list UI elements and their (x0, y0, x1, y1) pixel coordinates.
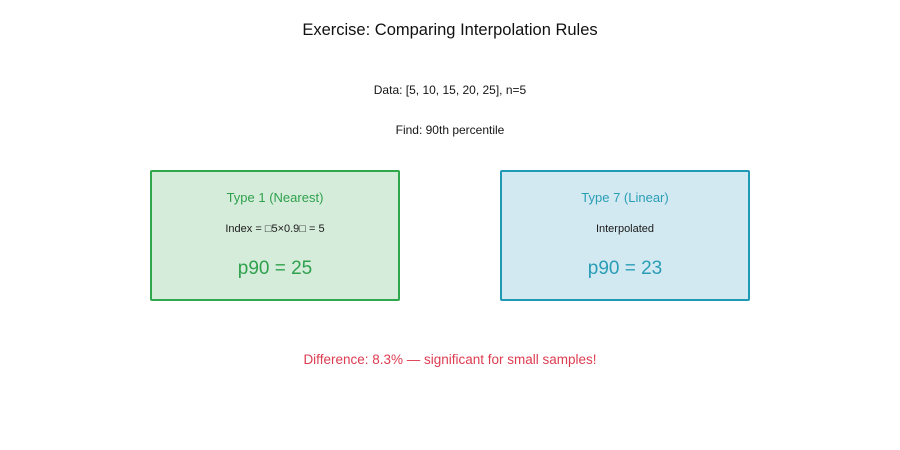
type1-nearest-card: Type 1 (Nearest) Index = □5×0.9□ = 5 p90… (150, 170, 400, 301)
type7-card-result: p90 = 23 (587, 258, 663, 279)
type1-card-title: Type 1 (Nearest) (226, 190, 324, 205)
type7-card-title: Type 7 (Linear) (581, 190, 669, 205)
type1-card-result: p90 = 25 (237, 258, 313, 279)
difference-note: Difference: 8.3% — significant for small… (303, 352, 597, 367)
problem-find-line: Find: 90th percentile (395, 123, 505, 137)
problem-data-line: Data: [5, 10, 15, 20, 25], n=5 (373, 83, 527, 97)
type7-linear-card: Type 7 (Linear) Interpolated p90 = 23 (500, 170, 750, 301)
type1-card-formula: Index = □5×0.9□ = 5 (225, 223, 325, 235)
figure-title: Exercise: Comparing Interpolation Rules (302, 21, 598, 39)
type7-card-formula: Interpolated (595, 223, 655, 235)
